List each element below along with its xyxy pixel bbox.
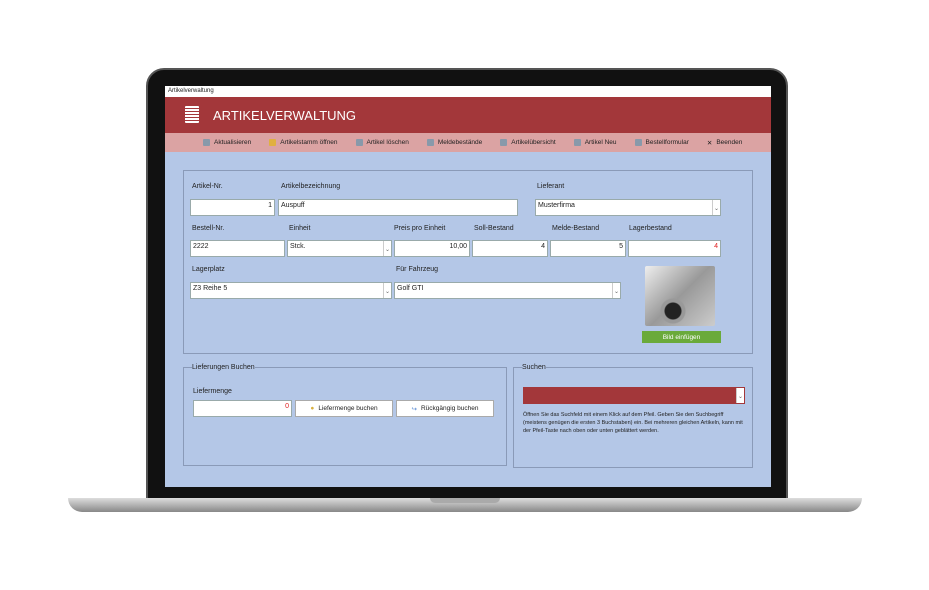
bestell-nr-label: Bestell-Nr. xyxy=(192,225,225,232)
button-label: Aktualisieren xyxy=(214,139,252,146)
article-panel xyxy=(183,170,753,354)
button-label: Bestellformular xyxy=(645,139,689,146)
lager-field[interactable]: 4 xyxy=(628,240,721,257)
list-icon xyxy=(500,139,508,146)
laptop-base xyxy=(68,498,862,512)
button-label: Artikelübersicht xyxy=(511,139,556,146)
search-help-text: Öffnen Sie das Suchfeld mit einem Klick … xyxy=(523,412,743,434)
button-label: Artikelstamm öffnen xyxy=(280,139,338,146)
button-label: Liefermenge buchen xyxy=(318,405,378,412)
delete-icon xyxy=(355,139,363,146)
delete-button[interactable]: Artikel löschen xyxy=(355,139,409,146)
undo-arrow-icon: ↪ xyxy=(411,405,417,413)
lagerplatz-dropdown[interactable]: Z3 Reihe 5 ⌄ xyxy=(190,282,392,299)
lieferant-value: Musterfirma xyxy=(538,202,575,209)
button-label: Artikel Neu xyxy=(584,139,617,146)
undo-booking-button[interactable]: ↪ Rückgängig buchen xyxy=(396,400,494,417)
lagerplatz-value: Z3 Reihe 5 xyxy=(193,285,228,292)
melde-label: Melde-Bestand xyxy=(552,225,600,232)
fahrzeug-value: Golf GTI xyxy=(397,285,424,292)
einheit-dropdown[interactable]: Stck. ⌄ xyxy=(287,240,392,257)
lieferant-label: Lieferant xyxy=(537,183,565,190)
chevron-down-icon[interactable]: ⌄ xyxy=(736,388,744,403)
preis-field[interactable]: 10,00 xyxy=(394,240,470,257)
lieferungen-fieldset: Lieferungen Buchen xyxy=(183,364,507,466)
button-label: Meldebestände xyxy=(437,139,483,146)
laptop-notch xyxy=(430,498,500,503)
open-master-button[interactable]: Artikelstamm öffnen xyxy=(269,139,338,146)
form-icon xyxy=(185,106,199,123)
refresh-icon xyxy=(203,139,210,146)
suchen-fieldset: Suchen xyxy=(513,364,753,468)
artikel-nr-label: Artikel-Nr. xyxy=(192,183,223,190)
toolbar: Aktualisieren Artikelstamm öffnen Artike… xyxy=(165,133,771,152)
refresh-button[interactable]: Aktualisieren xyxy=(203,139,251,146)
suchen-legend: Suchen xyxy=(522,364,546,371)
preis-label: Preis pro Einheit xyxy=(394,225,446,232)
order-icon xyxy=(634,139,642,146)
einheit-label: Einheit xyxy=(289,225,311,232)
liefermenge-label: Liefermenge xyxy=(193,388,232,395)
fahrzeug-dropdown[interactable]: Golf GTI ⌄ xyxy=(394,282,621,299)
reorder-levels-button[interactable]: Meldebestände xyxy=(426,139,483,146)
folder-icon xyxy=(269,139,277,146)
book-delivery-button[interactable]: ● Liefermenge buchen xyxy=(295,400,393,417)
report-icon xyxy=(426,139,434,146)
chevron-down-icon[interactable]: ⌄ xyxy=(612,283,620,298)
new-article-button[interactable]: Artikel Neu xyxy=(573,139,617,146)
button-label: Beenden xyxy=(716,139,743,146)
lagerplatz-label: Lagerplatz xyxy=(192,266,225,273)
chevron-down-icon[interactable]: ⌄ xyxy=(712,200,720,215)
button-label: Rückgängig buchen xyxy=(420,405,479,412)
book-icon: ● xyxy=(310,405,315,412)
lieferant-dropdown[interactable]: Musterfirma ⌄ xyxy=(535,199,721,216)
new-icon xyxy=(573,139,581,146)
bezeichnung-label: Artikelbezeichnung xyxy=(281,183,341,190)
artikel-nr-field[interactable]: 1 xyxy=(190,199,275,216)
overview-button[interactable]: Artikelübersicht xyxy=(500,139,556,146)
bezeichnung-field[interactable]: Auspuff xyxy=(278,199,518,216)
lager-label: Lagerbestand xyxy=(629,225,672,232)
search-dropdown[interactable]: ⌄ xyxy=(523,387,745,404)
lieferungen-legend: Lieferungen Buchen xyxy=(192,364,255,371)
exit-button[interactable]: ✕ Beenden xyxy=(707,139,742,147)
fahrzeug-label: Für Fahrzeug xyxy=(396,266,439,273)
einheit-value: Stck. xyxy=(290,243,306,250)
chevron-down-icon[interactable]: ⌄ xyxy=(383,283,391,298)
melde-field[interactable]: 5 xyxy=(550,240,626,257)
article-image xyxy=(645,266,715,326)
order-form-button[interactable]: Bestellformular xyxy=(634,139,689,146)
insert-image-button[interactable]: Bild einfügen xyxy=(642,331,721,343)
liefermenge-field[interactable]: 0 xyxy=(193,400,292,417)
chevron-down-icon[interactable]: ⌄ xyxy=(383,241,391,256)
close-icon: ✕ xyxy=(706,139,713,147)
app-window: Artikelverwaltung ARTIKELVERWALTUNG Aktu… xyxy=(165,86,771,487)
bestell-nr-field[interactable]: 2222 xyxy=(190,240,285,257)
window-title: Artikelverwaltung xyxy=(165,86,771,97)
soll-label: Soll-Bestand xyxy=(474,225,514,232)
soll-field[interactable]: 4 xyxy=(472,240,548,257)
page-title: ARTIKELVERWALTUNG xyxy=(213,108,357,123)
button-label: Artikel löschen xyxy=(366,139,409,146)
app-header: ARTIKELVERWALTUNG xyxy=(165,97,771,133)
